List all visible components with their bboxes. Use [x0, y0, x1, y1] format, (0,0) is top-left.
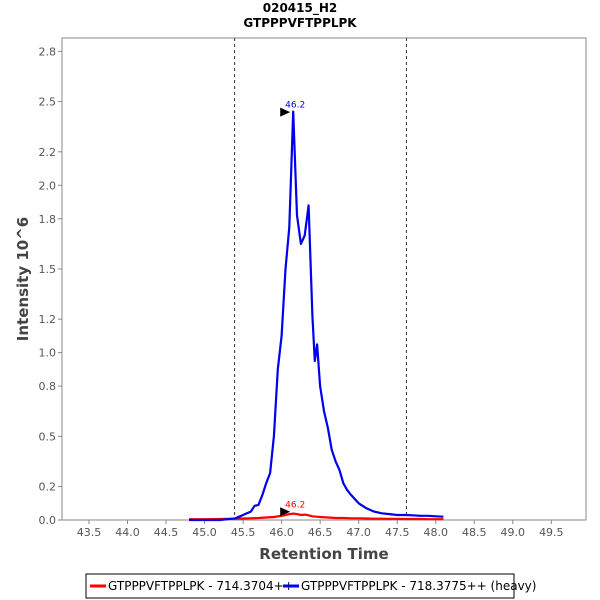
y-tick-label: 1.0 [39, 347, 57, 360]
chart-subtitle: GTPPPVFTPPLPK [243, 16, 357, 30]
y-axis: 0.0 0.2 0.5 0.8 1.0 1.2 1.5 1.8 2.0 2.2 2.5 2.8 [39, 45, 62, 527]
y-tick-label: 0.5 [39, 430, 57, 443]
legend-box [85, 573, 515, 599]
x-axis: 43.5 44.0 44.5 45.0 45.5 46.0 46.5 47.0 47.5 48.0… [77, 520, 564, 539]
x-tick-label: 45.5 [231, 526, 256, 539]
x-tick-label: 46.5 [308, 526, 333, 539]
y-tick-label: 2.2 [39, 146, 57, 159]
peak-label: 46.2 [285, 101, 305, 111]
plot-area [61, 37, 587, 521]
x-tick-label: 49.0 [501, 526, 526, 539]
peak-label: 46.2 [285, 500, 305, 510]
x-tick-label: 49.5 [539, 526, 564, 539]
legend-label: GTPPPVFTPPLPK - 718.3775++ (heavy) [301, 579, 536, 593]
legend-label: GTPPPVFTPPLPK - 714.3704++ [108, 579, 294, 593]
x-tick-label: 48.5 [462, 526, 487, 539]
series-layer [189, 110, 444, 522]
x-tick-label: 46.0 [269, 526, 294, 539]
y-tick-label: 0.2 [39, 481, 57, 494]
x-tick-label: 45.0 [192, 526, 217, 539]
x-tick-label: 47.0 [346, 526, 371, 539]
y-tick-label: 2.8 [39, 45, 57, 58]
x-axis-label: Retention Time [259, 545, 388, 563]
peak-annotations: 46.2 46.2 [280, 101, 305, 517]
peak-marker [280, 107, 291, 117]
x-tick-label: 48.0 [423, 526, 448, 539]
legend: GTPPPVFTPPLPK - 714.3704++ GTPPPVFTPPLPK… [85, 573, 536, 599]
x-tick-label: 44.5 [154, 526, 179, 539]
chart-title: 020415_H2 [263, 1, 338, 16]
y-tick-label: 2.5 [39, 96, 57, 109]
y-tick-label: 0.8 [39, 380, 57, 393]
x-tick-label: 47.5 [385, 526, 410, 539]
y-tick-label: 1.5 [39, 263, 57, 276]
x-tick-label: 44.0 [115, 526, 140, 539]
y-axis-label: Intensity 10^6 [14, 217, 32, 341]
y-tick-label: 0.0 [39, 514, 57, 527]
y-tick-label: 1.8 [39, 213, 57, 226]
series-line-1 [189, 110, 444, 522]
peak-marker [280, 507, 291, 517]
x-tick-label: 43.5 [77, 526, 102, 539]
retention-boundaries [234, 38, 407, 520]
y-tick-label: 1.2 [39, 313, 57, 326]
y-tick-label: 2.0 [39, 179, 57, 192]
series-line-0 [189, 512, 444, 521]
